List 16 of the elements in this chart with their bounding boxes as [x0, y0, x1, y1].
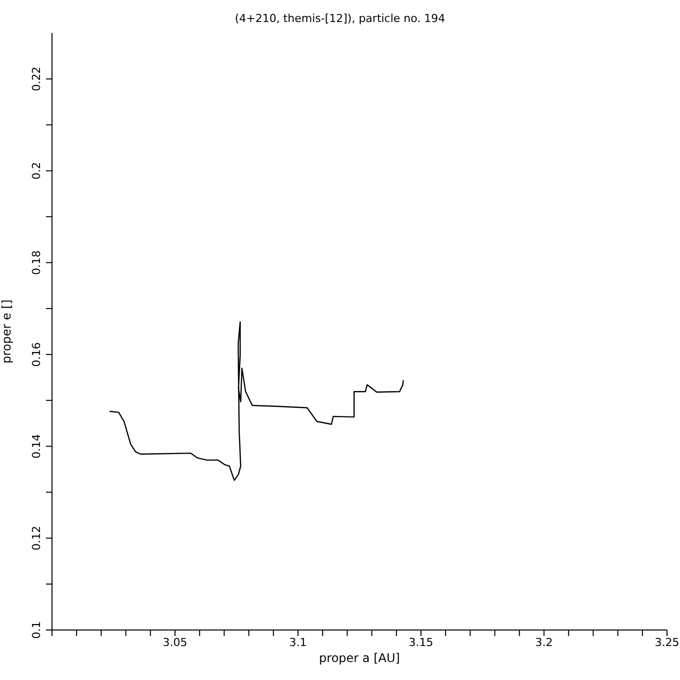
y-tick-label: 0.2 [30, 162, 43, 180]
y-axis-title: proper e [] [0, 300, 14, 364]
x-tick-label: 3.25 [654, 636, 680, 649]
y-tick-label: 0.22 [30, 66, 43, 92]
y-tick-label: 0.1 [30, 621, 43, 639]
y-tick-label: 0.12 [30, 526, 43, 550]
y-tick-label: 0.18 [30, 250, 43, 275]
line-series [108, 321, 404, 481]
y-tick-label: 0.14 [30, 434, 43, 459]
chart-title: (4+210, themis-[12]), particle no. 194 [234, 12, 446, 25]
x-tick-label: 3.1 [289, 636, 307, 649]
x-tick-label: 3.15 [408, 636, 434, 649]
x-tick-label: 3.05 [162, 636, 188, 649]
x-axis-title: proper a [AU] [319, 651, 400, 665]
x-tick-label: 3.2 [535, 636, 553, 649]
y-tick-label: 0.16 [30, 342, 43, 367]
